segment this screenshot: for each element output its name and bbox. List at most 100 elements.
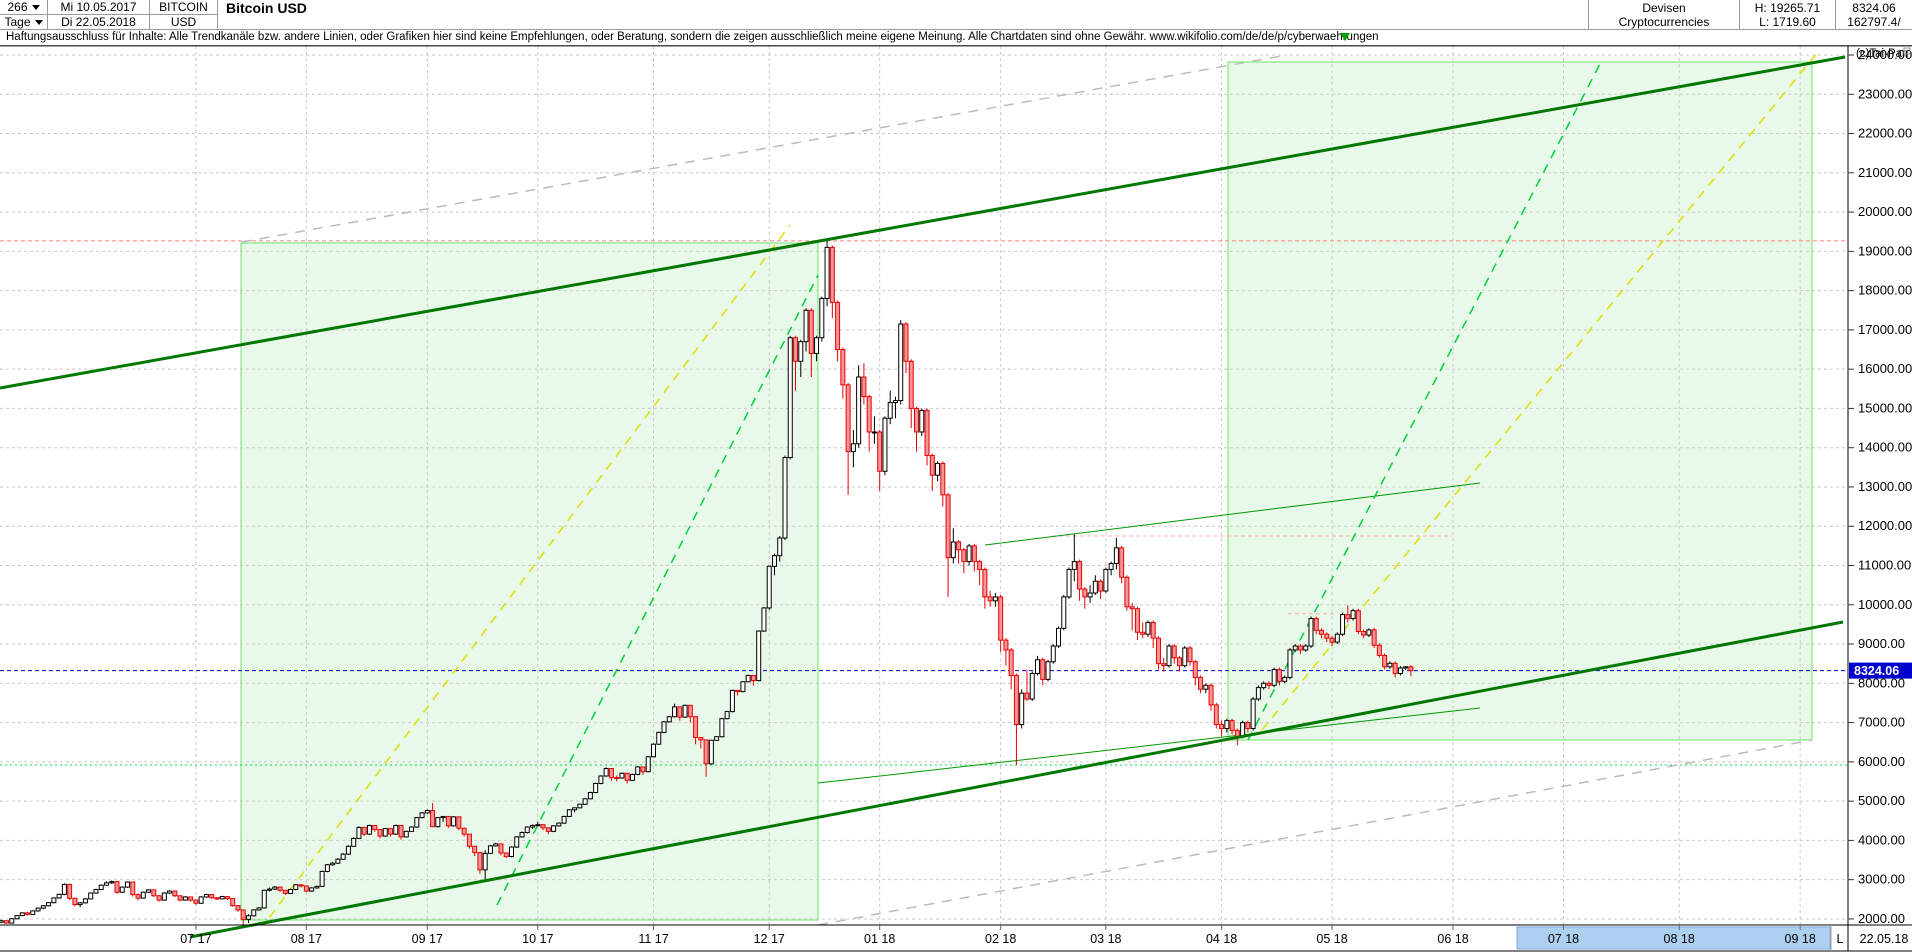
candle-up [1397, 667, 1403, 675]
candle-up [714, 736, 720, 741]
candle-up [103, 882, 109, 886]
candle-up [340, 853, 346, 860]
candle-down [677, 706, 683, 718]
y-tick-label: 20000.00 [1858, 204, 1912, 219]
candle-up [798, 341, 804, 362]
x-tick-label: 06 18 [1437, 932, 1468, 946]
candle-up [771, 555, 777, 567]
candle-down [230, 898, 236, 907]
candle-down [840, 349, 846, 386]
volume-value: 162797.4/ [1847, 14, 1901, 29]
candle-down [377, 828, 383, 837]
candle-up [729, 689, 735, 713]
y-tick-label: 3000.00 [1858, 872, 1905, 887]
y-tick-label: 5000.00 [1858, 793, 1905, 808]
last-price-marker-label: 8324.06 [1854, 664, 1899, 678]
candle-up [1066, 568, 1072, 598]
candle-down [209, 894, 215, 899]
candle-up [1387, 662, 1393, 668]
candle-up [556, 822, 562, 827]
x-tick-label: 02 18 [985, 932, 1016, 946]
candle-down [793, 337, 799, 362]
candle-down [1297, 645, 1303, 651]
candle-down [188, 896, 194, 901]
candle-down [130, 881, 136, 896]
candle-down [472, 845, 478, 854]
candle-down [614, 777, 620, 780]
y-tick-label: 17000.00 [1858, 322, 1912, 337]
candle-down [624, 772, 630, 781]
x-tick-label: 11 17 [638, 932, 668, 946]
candle-up [1108, 563, 1114, 570]
candle-down [503, 852, 509, 858]
candle-up [1271, 669, 1277, 686]
candle-up [351, 837, 357, 847]
candle-up [882, 417, 888, 472]
candle-down [1245, 722, 1251, 729]
candle-up [1350, 610, 1356, 620]
y-tick-label: 10000.00 [1858, 597, 1912, 612]
candle-up [487, 845, 493, 854]
candle-down [1229, 720, 1235, 731]
candle-up [451, 816, 457, 827]
candle-up [1087, 592, 1093, 598]
candle-up [582, 798, 588, 805]
candle-down [1177, 657, 1182, 667]
candle-up [966, 545, 972, 563]
candle-down [545, 827, 551, 832]
candle-up [992, 596, 998, 602]
candle-up [1061, 596, 1067, 629]
candle-up [708, 739, 714, 765]
mid-resistance [984, 482, 1481, 546]
candle-up [635, 766, 641, 775]
candle-up [824, 246, 830, 299]
candle-down [877, 431, 883, 472]
candle-down [1192, 661, 1198, 678]
y-tick-label: 14000.00 [1858, 440, 1912, 455]
y-tick-label: 6000.00 [1858, 754, 1905, 769]
candle-up [756, 630, 762, 682]
y-tick-label: 22000.00 [1858, 126, 1912, 141]
candle-up [409, 826, 415, 832]
candle-up [593, 782, 599, 793]
x-tick-label: 01 18 [864, 932, 895, 946]
candle-down [72, 897, 78, 906]
last-price-marker [1849, 662, 1912, 679]
candle-up [551, 825, 557, 832]
timeframe-dropdown[interactable]: Tage [0, 15, 48, 30]
candle-down [25, 912, 31, 915]
high-low-cell: H: 19265.71 L: 1719.60 [1740, 0, 1836, 30]
candle-up [619, 772, 625, 779]
candle-down [430, 810, 436, 828]
candle-down [698, 737, 704, 741]
candle-down [1161, 663, 1167, 667]
candle-down [945, 494, 951, 559]
disclaimer-text: Haftungsausschluss für Inhalte: Alle Tre… [0, 30, 1912, 46]
candle-up [645, 756, 651, 773]
candle-down [1266, 682, 1272, 686]
candle-up [1056, 627, 1062, 647]
candle-up [577, 803, 583, 809]
y-tick-label: 7000.00 [1858, 715, 1905, 730]
last-price-cell: 8324.06 162797.4/ [1836, 0, 1912, 30]
date-from: Mi 10.05.2017 [48, 0, 150, 15]
candle-up [508, 846, 514, 858]
candle-up [288, 888, 294, 894]
candle-down [4, 920, 10, 924]
candle-down [1098, 580, 1104, 592]
left-projection-box [240, 242, 819, 921]
y-tick-label: 11000.00 [1858, 558, 1911, 573]
candle-up [167, 890, 173, 894]
candle-up [493, 843, 499, 847]
candle-down [693, 716, 699, 739]
candle-up [245, 915, 251, 920]
bars-count-dropdown[interactable]: 266 [0, 0, 48, 15]
candle-down [151, 889, 157, 897]
candle-up [335, 858, 341, 864]
x-tick-label: 04 18 [1206, 932, 1237, 946]
candle-up [1366, 629, 1372, 636]
x-tick-label: 03 18 [1090, 932, 1121, 946]
y-tick-label: 2000.00 [1858, 911, 1905, 926]
candle-up [30, 910, 36, 915]
